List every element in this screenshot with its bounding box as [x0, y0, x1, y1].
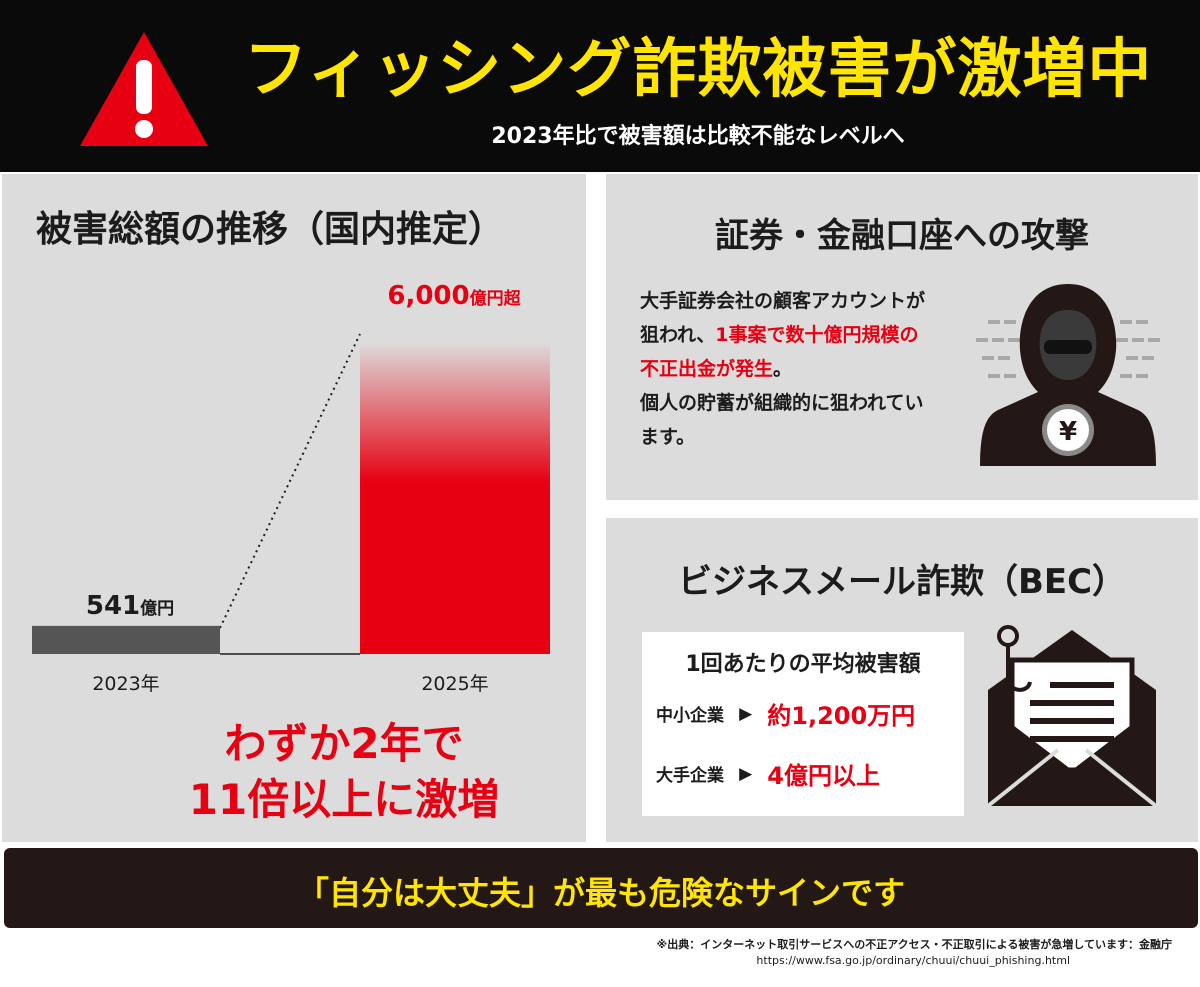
page-title: フィッシング詐欺被害が激増中 [243, 33, 1153, 107]
source-url: https://www.fsa.go.jp/ordinary/chuui/chu… [756, 954, 1070, 967]
value-label: 6,000億円超 [387, 281, 521, 311]
arrow-right-icon: ▶ [739, 703, 753, 724]
bec-row-value: 約1,200万円 [767, 702, 916, 730]
desc-line: 個人の貯蓄が組織的に狙われてい [640, 392, 924, 414]
category-label: 2025年 [421, 673, 488, 695]
yen-symbol: ¥ [1059, 417, 1077, 447]
source-citation: ※出典：インターネット取引サービスへの不正アクセス・不正取引による被害が急増して… [656, 938, 1172, 951]
category-label: 2023年 [92, 673, 159, 695]
header: フィッシング詐欺被害が激増中 2023年比で被害額は比較不能なレベルへ [0, 0, 1200, 172]
arrow-right-icon: ▶ [739, 763, 753, 784]
bec-row-label: 中小企業 [656, 706, 724, 726]
phishing-envelope-icon [986, 625, 1158, 808]
damage-trend-panel: 被害総額の推移（国内推定） 2023年 541億円 2025年 6,000億円超 わず… [2, 174, 586, 842]
damage-trend-chart: 2023年 541億円 2025年 6,000億円超 [32, 281, 550, 695]
trend-dotted-line [219, 333, 361, 629]
bec-row-label: 大手企業 [656, 766, 724, 786]
page-subtitle: 2023年比で被害額は比較不能なレベルへ [491, 124, 905, 149]
desc-line: 不正出金が発生。 [640, 358, 793, 380]
bec-row-value: 4億円以上 [767, 762, 880, 790]
desc-line: 狙われ、1事案で数十億円規模の [640, 324, 919, 346]
hacker-icon: ¥ [976, 284, 1160, 466]
panel-title-securities: 証券・金融口座への攻撃 [715, 216, 1089, 256]
panel-title-damage-trend: 被害総額の推移（国内推定） [36, 209, 505, 250]
bec-damage-card: 1回あたりの平均被害額 中小企業 ▶ 約1,200万円 大手企業 ▶ 4億円以上 [642, 632, 964, 816]
growth-line-1: わずか2年で [224, 719, 464, 768]
bar-2025 [360, 342, 550, 654]
securities-description: 大手証券会社の顧客アカウントが 狙われ、1事案で数十億円規模の 不正出金が発生。… [640, 284, 960, 454]
banner-text: 「自分は大丈夫」が最も危険なサインです [296, 874, 905, 912]
warning-triangle-icon [80, 32, 208, 146]
warning-banner: 「自分は大丈夫」が最も危険なサインです [4, 848, 1198, 928]
value-label: 541億円 [86, 591, 174, 621]
bec-row-sme: 中小企業 ▶ 約1,200万円 [656, 696, 956, 731]
desc-line: ます。 [640, 426, 696, 448]
growth-line-2: 11倍以上に激増 [188, 775, 500, 824]
bar-2023 [32, 625, 220, 654]
bec-card-title: 1回あたりの平均被害額 [685, 652, 921, 677]
panel-title-bec: ビジネスメール詐欺（BEC） [677, 562, 1127, 602]
highlight-text: 1事案で数十億円規模の [715, 324, 919, 346]
desc-line: 大手証券会社の顧客アカウントが [640, 290, 926, 312]
bec-row-large: 大手企業 ▶ 4億円以上 [656, 756, 956, 791]
highlight-text: 不正出金が発生 [640, 358, 774, 380]
growth-callout: わずか2年で 11倍以上に激増 [2, 716, 586, 828]
